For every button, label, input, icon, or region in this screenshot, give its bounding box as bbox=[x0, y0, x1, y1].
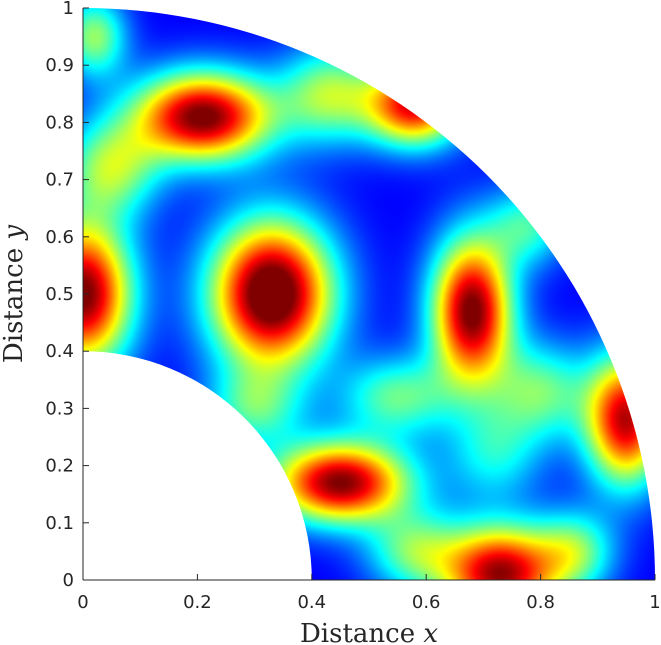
y-tick-label: 0.1 bbox=[45, 513, 74, 534]
y-tick-label: 0.7 bbox=[45, 170, 74, 191]
y-axis-label-text: Distance bbox=[0, 248, 29, 363]
y-tick-label: 1 bbox=[63, 0, 74, 19]
plot-area bbox=[83, 8, 655, 580]
x-tick-label: 0.2 bbox=[183, 592, 212, 613]
y-tick-label: 0.3 bbox=[45, 398, 74, 419]
y-tick-label: 0.8 bbox=[45, 112, 74, 133]
x-tick-label: 0 bbox=[77, 592, 88, 613]
y-tick-label: 0.4 bbox=[45, 341, 74, 362]
x-tick-label: 0.8 bbox=[526, 592, 555, 613]
y-tick-label: 0 bbox=[63, 570, 74, 591]
y-tick-label: 0.6 bbox=[45, 227, 74, 248]
y-axis-label-var: y bbox=[0, 225, 29, 241]
y-axis-label: Distance y bbox=[0, 225, 29, 363]
x-axis-label-var: x bbox=[423, 619, 438, 645]
x-axis-label-text: Distance bbox=[300, 619, 415, 645]
y-ticks: 0 0.1 0.2 0.3 0.4 0.5 0.6 0.7 0.8 0.9 1 bbox=[45, 0, 89, 591]
x-axis-label: Distance x bbox=[300, 619, 438, 645]
y-tick-label: 0.2 bbox=[45, 456, 74, 477]
y-tick-label: 0.9 bbox=[45, 55, 74, 76]
y-tick-label: 0.5 bbox=[45, 284, 74, 305]
x-tick-label: 0.6 bbox=[412, 592, 441, 613]
x-tick-label: 1 bbox=[649, 592, 660, 613]
axes: 0 0.2 0.4 0.6 0.8 1 0 0.1 0.2 0.3 0.4 0.5 0.6 0.7 0.8… bbox=[45, 0, 660, 613]
x-ticks: 0 0.2 0.4 0.6 0.8 1 bbox=[77, 574, 661, 613]
x-tick-label: 0.4 bbox=[297, 592, 326, 613]
heatmap-surface bbox=[83, 8, 655, 580]
